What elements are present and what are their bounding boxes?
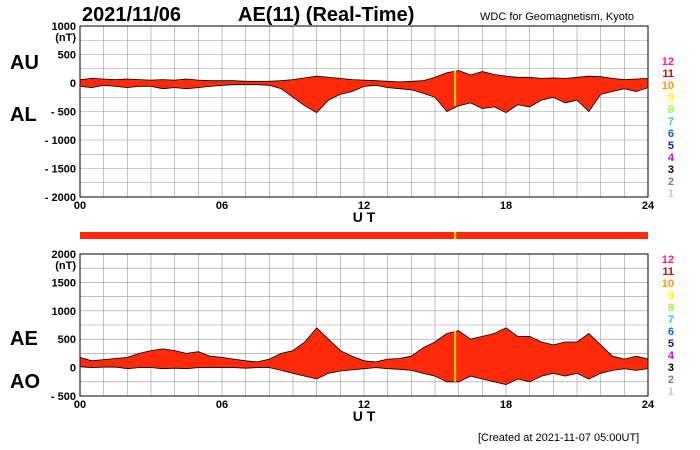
chart-title: AE(11) (Real-Time) [238,4,415,26]
legend-item: 8 [667,302,674,314]
x-tick-label: 24 [642,399,655,411]
ae-label: AE [10,328,38,350]
y-tick-label: - 500 [51,391,76,403]
legend-item: 7 [667,116,674,128]
plot-frame [79,25,649,198]
legend-item: 12 [661,254,674,266]
x-axis-label: U T [353,209,376,225]
y-tick-label: 1500 [52,277,76,289]
x-tick-label: 12 [358,399,370,411]
created-timestamp: [Created at 2021-11-07 05:00UT] [478,432,640,444]
ae-ao-area [79,327,649,386]
legend-panel1: 12 11 10 9 8 7 6 5 4 3 2 1 [652,56,674,200]
y-tick-label: 0 [70,78,76,90]
source-label: WDC for Geomagnetism, Kyoto [480,11,635,23]
legend-item: 5 [667,338,674,350]
ao-label: AO [10,371,40,393]
al-label: AL [10,104,37,126]
y-axis-unit: (nT) [55,260,76,272]
x-tick-label: 00 [74,200,86,212]
legend-panel2: 12 11 10 9 8 7 6 5 4 3 2 1 [652,254,674,398]
y-tick-label: 2000 [52,249,76,261]
x-axis-label: U T [353,408,376,424]
y-tick-label: 500 [58,50,76,62]
legend-item: 3 [667,164,674,176]
legend-item: 6 [667,128,674,140]
y-axis-unit: (nT) [55,32,76,44]
y-tick-label: 1000 [52,21,76,33]
legend-item: 1 [667,188,674,200]
legend-item: 2 [667,176,674,188]
legend-item: 11 [662,266,674,278]
y-tick-label: 500 [58,334,76,346]
y-tick-label: - 1000 [45,135,76,147]
y-tick-label: 0 [70,363,76,375]
legend-item: 9 [667,290,674,302]
legend-item: 4 [667,350,674,362]
legend-item: 7 [667,314,674,326]
legend-item: 10 [661,80,674,92]
legend-item: 12 [661,56,674,68]
date-label: 2021/11/06 [82,4,181,26]
x-tick-label: 24 [642,200,655,212]
x-tick-label: 18 [500,200,512,212]
legend-item: 9 [667,92,674,104]
x-tick-label: 12 [358,200,370,212]
legend-item: 4 [667,152,674,164]
legend-item: 1 [667,386,674,398]
legend-item: 6 [667,326,674,338]
y-tick-label: 1000 [52,306,76,318]
au-label: AU [10,52,39,74]
y-tick-label: - 2000 [45,192,76,204]
quality-bar [80,232,648,239]
y-tick-label: - 500 [51,107,76,119]
legend-item: 2 [667,374,674,386]
legend-item: 5 [667,140,674,152]
x-tick-label: 06 [216,399,228,411]
y-tick-label: - 1500 [45,164,76,176]
legend-item: 11 [662,68,674,80]
legend-item: 10 [661,278,674,290]
legend-item: 3 [667,362,674,374]
x-tick-label: 00 [74,399,86,411]
x-tick-label: 06 [216,200,228,212]
legend-item: 8 [667,104,674,116]
x-tick-label: 18 [500,399,512,411]
plot-frame [79,253,649,397]
au-al-area [79,70,649,114]
